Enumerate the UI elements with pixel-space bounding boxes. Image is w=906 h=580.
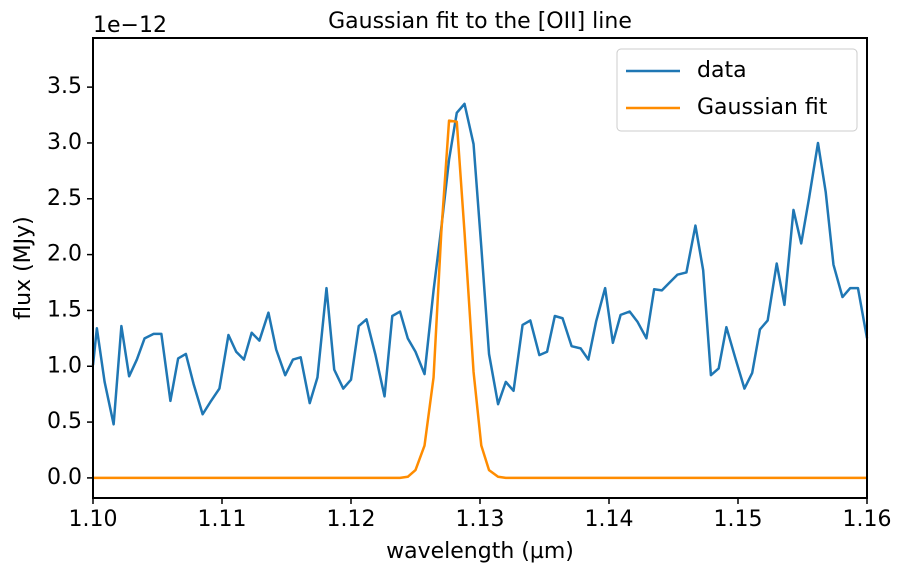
y-offset-label: 1e−12 <box>93 13 167 38</box>
x-tick-label: 1.13 <box>456 507 505 532</box>
y-tick-label: 3.5 <box>47 74 82 99</box>
y-tick-label: 3.0 <box>47 130 82 155</box>
legend-box <box>616 48 858 132</box>
y-axis-label: flux (MJy) <box>11 216 36 319</box>
y-tick-label: 2.5 <box>47 186 82 211</box>
x-tick-label: 1.12 <box>327 507 376 532</box>
y-tick-label: 0.0 <box>47 465 82 490</box>
data-line <box>93 119 867 480</box>
y-tick-label: 2.0 <box>47 242 82 267</box>
x-tick-label: 1.14 <box>585 507 634 532</box>
x-tick-label: 1.11 <box>198 507 247 532</box>
legend-label: data <box>697 58 747 83</box>
plot-frame <box>92 37 868 499</box>
x-axis-label: wavelength (µm) <box>386 539 574 564</box>
x-tick-label: 1.15 <box>714 507 763 532</box>
chart-title: Gaussian fit to the [OII] line <box>328 9 632 34</box>
x-tick-label: 1.16 <box>843 507 892 532</box>
y-tick-label: 0.5 <box>47 409 82 434</box>
y-tick-label: 1.5 <box>47 297 82 322</box>
x-tick-label: 1.10 <box>69 507 118 532</box>
y-tick-label: 1.0 <box>47 353 82 378</box>
data-line <box>91 102 869 426</box>
legend-label: Gaussian fit <box>697 95 828 120</box>
